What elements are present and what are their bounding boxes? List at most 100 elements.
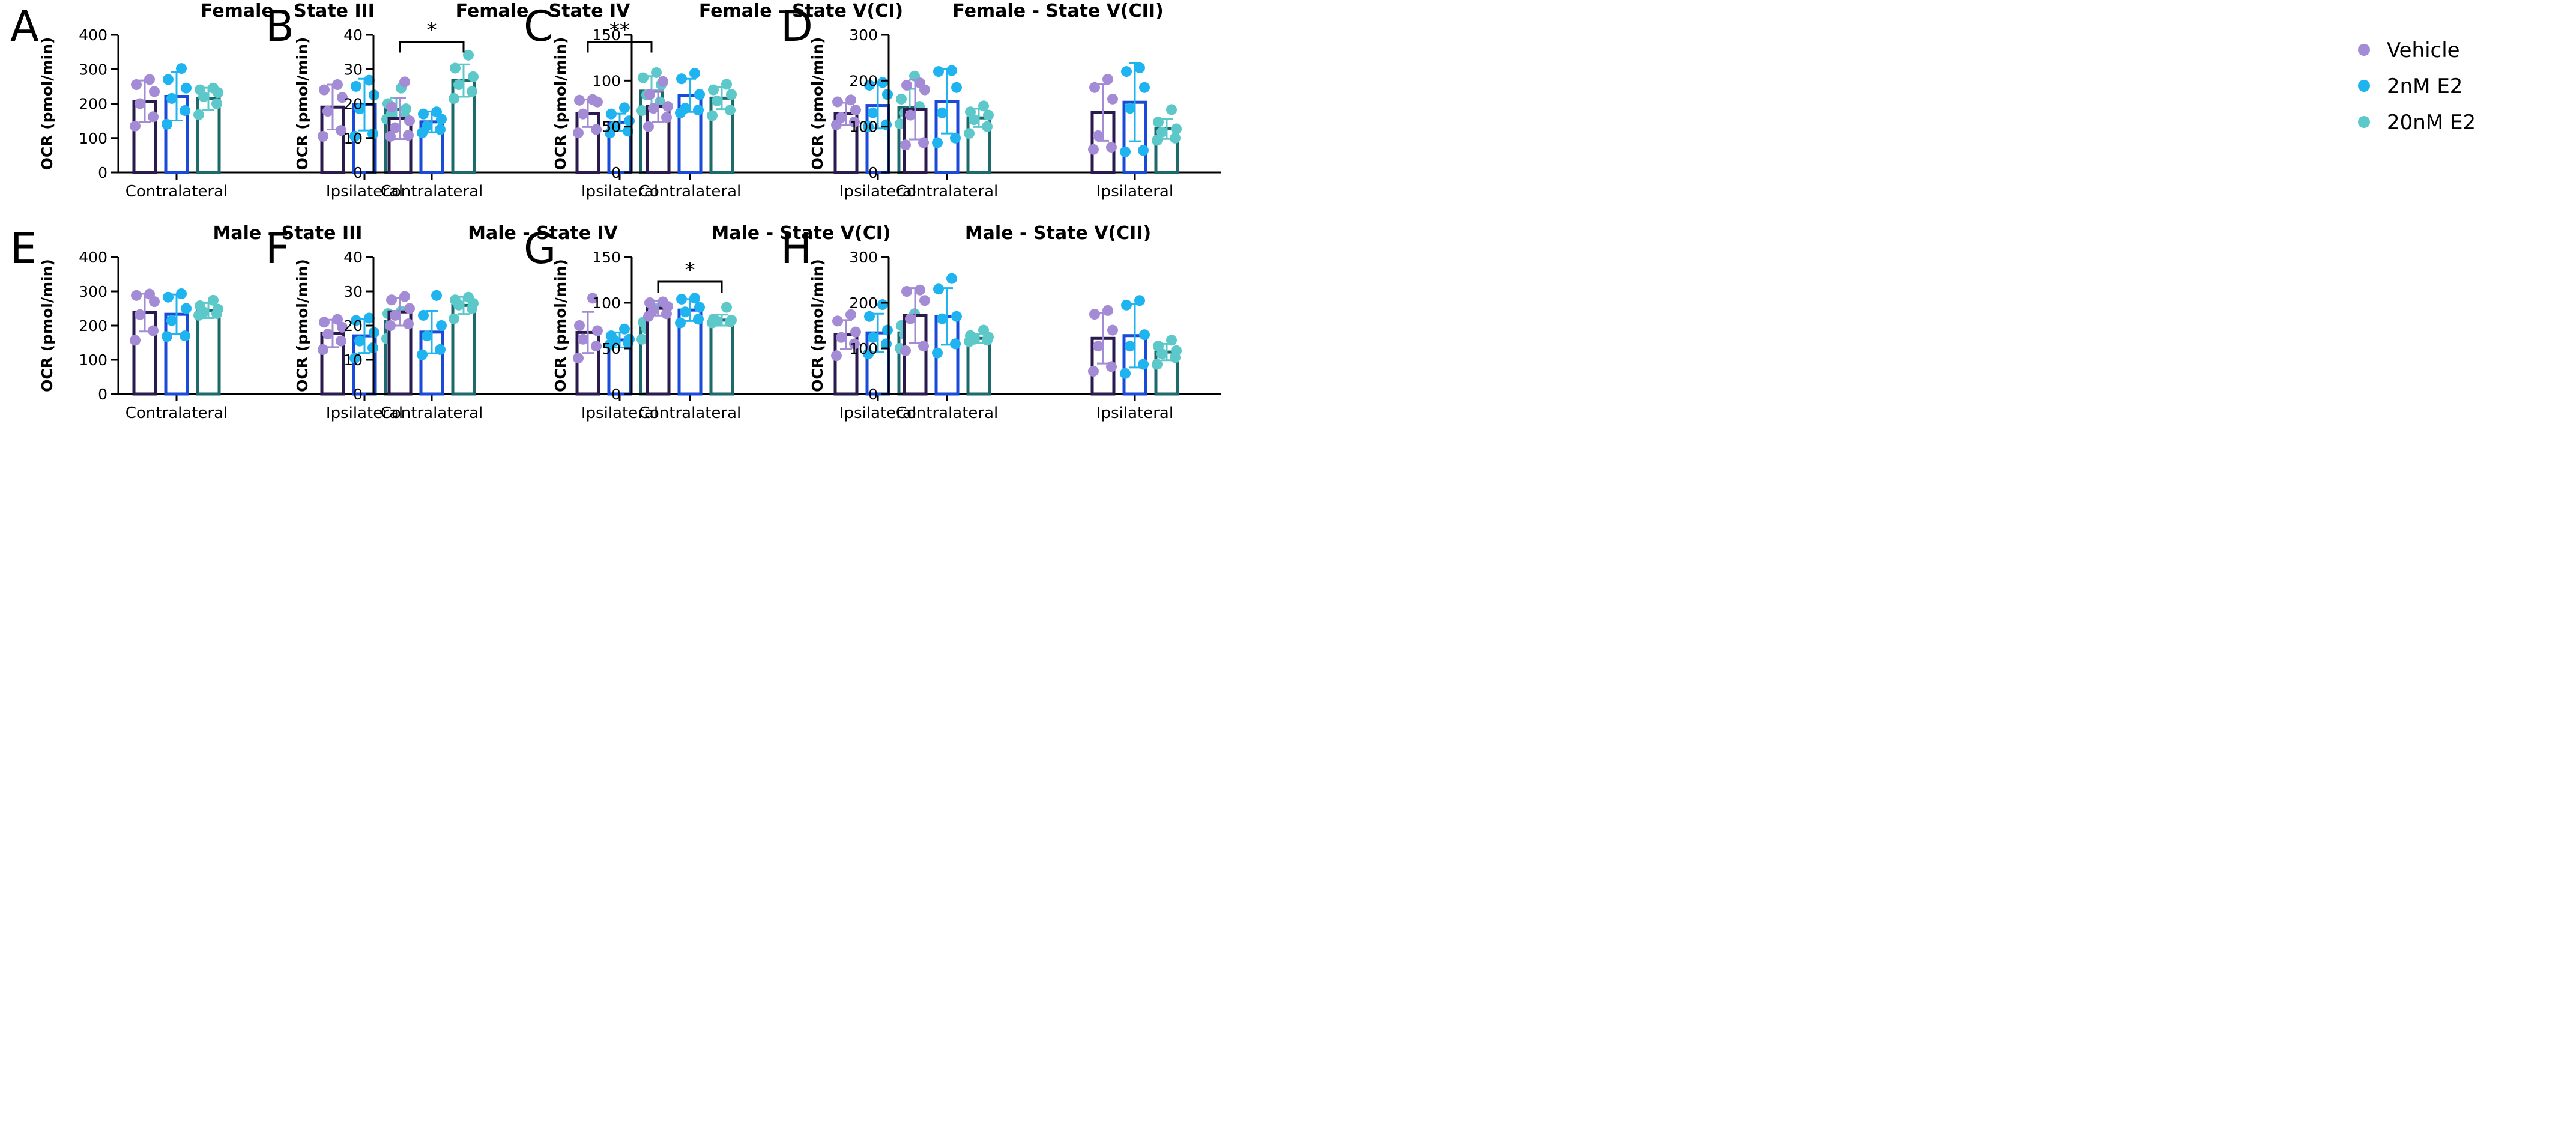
data-point-e2_20nm — [463, 49, 474, 61]
data-point-vehicle — [318, 344, 328, 355]
y-tick-label: 40 — [343, 26, 363, 44]
data-point-e2_2nm — [418, 108, 429, 120]
data-point-vehicle — [131, 79, 142, 91]
data-point-e2_2nm — [180, 330, 190, 342]
y-tick-label: 300 — [79, 61, 107, 78]
data-point-e2_20nm — [450, 62, 461, 74]
data-point-e2_2nm — [606, 330, 617, 342]
x-tick-label: Ipsilateral — [1096, 404, 1173, 422]
data-point-e2_2nm — [435, 344, 446, 355]
data-point-e2_20nm — [1156, 126, 1167, 138]
data-point-vehicle — [135, 98, 145, 109]
data-point-e2_20nm — [721, 79, 732, 90]
data-point-e2_20nm — [450, 294, 461, 306]
bar-e2_20nm — [709, 318, 734, 396]
data-point-e2_2nm — [950, 338, 961, 350]
y-tick-label: 50 — [602, 118, 621, 136]
data-point-e2_20nm — [467, 86, 477, 97]
y-tick-label: 100 — [79, 130, 107, 147]
panel-letter: B — [265, 2, 294, 51]
data-point-vehicle — [403, 130, 414, 141]
data-point-vehicle — [319, 84, 330, 96]
data-point-e2_2nm — [1120, 368, 1131, 379]
data-point-e2_20nm — [193, 109, 204, 120]
data-point-vehicle — [1093, 341, 1104, 352]
data-point-vehicle — [1102, 305, 1113, 316]
chart-title: Male - State V(CII) — [965, 223, 1151, 244]
data-point-vehicle — [591, 341, 602, 352]
y-tick-label: 50 — [602, 340, 621, 357]
y-tick-label: 0 — [611, 164, 621, 181]
data-point-vehicle — [644, 89, 655, 100]
data-point-e2_20nm — [978, 100, 989, 112]
y-tick-label: 100 — [592, 294, 621, 312]
data-point-vehicle — [390, 122, 401, 133]
data-point-e2_2nm — [181, 82, 192, 94]
panel-letter: E — [10, 224, 37, 273]
significance-bracket — [399, 40, 465, 53]
data-point-e2_2nm — [354, 335, 365, 347]
data-point-vehicle — [918, 137, 929, 148]
data-point-e2_2nm — [676, 73, 687, 85]
bar-vehicle — [646, 306, 671, 396]
data-point-e2_2nm — [932, 137, 943, 148]
data-point-e2_2nm — [624, 115, 635, 127]
data-point-vehicle — [386, 294, 397, 306]
x-tick-label: Ipsilateral — [581, 404, 658, 422]
y-tick-label: 100 — [592, 72, 621, 89]
data-point-vehicle — [337, 321, 348, 333]
y-axis-label: OCR (pmol/min) — [552, 259, 569, 392]
x-tick-label: Contralateral — [896, 183, 999, 201]
data-point-vehicle — [1093, 130, 1104, 141]
data-point-e2_20nm — [1166, 335, 1177, 346]
y-tick-label: 200 — [79, 96, 107, 113]
data-point-e2_2nm — [422, 120, 432, 132]
chart-title: Female - State IV — [456, 1, 631, 22]
data-point-e2_2nm — [882, 324, 893, 336]
data-point-e2_2nm — [166, 92, 177, 104]
data-point-vehicle — [836, 112, 847, 123]
data-point-vehicle — [1102, 74, 1113, 85]
data-point-e2_2nm — [937, 313, 948, 324]
panel-letter: H — [781, 224, 812, 273]
data-point-e2_2nm — [619, 323, 630, 335]
data-point-vehicle — [130, 120, 141, 132]
data-point-e2_20nm — [708, 314, 719, 325]
panel-D: D Female - State V(CII) 0 100 200 300 OCR (pmo… — [781, 1, 1221, 201]
data-point-e2_2nm — [364, 312, 375, 324]
y-tick-label: 300 — [849, 249, 878, 266]
data-point-e2_2nm — [624, 333, 635, 345]
data-point-vehicle — [578, 108, 588, 120]
data-point-vehicle — [592, 325, 603, 336]
data-point-e2_2nm — [609, 120, 620, 132]
data-point-vehicle — [404, 303, 415, 314]
data-point-e2_2nm — [868, 107, 878, 118]
legend: Vehicle 2nM E2 20nM E2 — [2358, 38, 2476, 135]
y-tick-label: 100 — [79, 351, 107, 369]
x-tick-label: Contralateral — [381, 404, 483, 422]
data-point-vehicle — [131, 290, 142, 301]
data-point-vehicle — [591, 124, 602, 135]
data-point-e2_20nm — [449, 313, 459, 324]
y-tick-label: 0 — [868, 386, 878, 403]
y-tick-label: 0 — [98, 164, 107, 181]
data-point-e2_2nm — [163, 74, 174, 85]
data-point-e2_2nm — [1134, 295, 1145, 306]
data-point-e2_20nm — [726, 89, 737, 100]
legend-label-e2_20nm: 20nM E2 — [2387, 111, 2476, 135]
chart-title: Female - State III — [201, 1, 375, 22]
y-tick-label: 100 — [849, 118, 878, 136]
data-point-e2_2nm — [349, 353, 360, 364]
y-tick-label: 200 — [849, 72, 878, 89]
data-point-vehicle — [905, 313, 916, 324]
bar-e2_20nm — [196, 309, 221, 396]
y-tick-label: 30 — [343, 61, 363, 78]
data-point-vehicle — [900, 139, 911, 151]
data-point-e2_2nm — [1121, 299, 1132, 311]
x-tick-label: Ipsilateral — [326, 183, 403, 201]
data-point-e2_20nm — [1166, 104, 1177, 115]
data-point-e2_2nm — [863, 121, 874, 132]
data-point-e2_20nm — [983, 109, 994, 121]
data-point-e2_2nm — [431, 290, 442, 301]
